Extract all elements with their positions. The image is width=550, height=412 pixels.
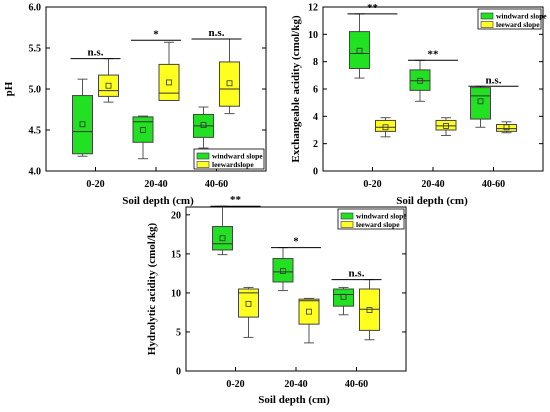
legend-swatch	[340, 212, 354, 220]
x-tick-label: 0-20	[86, 179, 104, 190]
legend-swatch	[480, 21, 494, 28]
legend-label: leeward slope	[356, 220, 400, 229]
legend-box	[337, 208, 405, 230]
significance-label: **	[367, 2, 379, 14]
x-tick-label: 20-40	[284, 379, 307, 390]
mean-marker	[200, 122, 207, 128]
y-tick-label: 6.0	[29, 3, 42, 14]
box	[98, 74, 119, 97]
box	[349, 31, 370, 70]
box	[212, 226, 233, 251]
box	[470, 87, 491, 120]
y-axis-title: pH	[3, 81, 15, 96]
y-tick-label: 2	[313, 139, 318, 150]
mean-marker	[356, 47, 363, 54]
box	[496, 124, 517, 132]
legend-box	[193, 148, 265, 170]
legend-label: leewardslope	[212, 160, 254, 169]
legend-label: windward slope	[212, 152, 263, 161]
box	[238, 288, 259, 318]
y-tick-label: 4.0	[29, 167, 42, 178]
significance-label: n.s.	[209, 27, 225, 39]
significance-label: **	[428, 48, 440, 60]
x-tick-label: 0-20	[226, 379, 244, 390]
y-tick-label: 10	[171, 288, 181, 299]
x-tick-label: 40-60	[205, 179, 228, 190]
x-axis-title: Soil depth (cm)	[258, 394, 330, 406]
y-axis-title: Hydrolytic acidity (cmol/kg)	[146, 222, 158, 355]
legend-label: leeward slope	[496, 20, 540, 29]
y-axis-title: Exchangeable acidity (cmol/kg)	[290, 15, 302, 163]
significance-label: n.s.	[486, 74, 502, 86]
box	[409, 69, 431, 91]
significance-label: *	[293, 236, 299, 248]
x-tick-label: 0-20	[363, 179, 381, 190]
box	[333, 288, 354, 307]
mean-marker	[443, 123, 449, 129]
ph-panel: 4.0 4.5 5.0 5.5 6.0 0-20 20-40 40-60 Soil depth …	[3, 3, 267, 207]
y-tick-label: 12	[308, 3, 318, 14]
mean-marker	[306, 308, 312, 315]
mean-marker	[245, 300, 252, 307]
mean-marker	[366, 307, 373, 313]
legend-box	[477, 8, 542, 30]
x-tick-label: 20-40	[144, 179, 167, 190]
y-tick-label: 10	[308, 30, 318, 41]
legend-swatch	[196, 152, 210, 160]
box	[132, 116, 154, 143]
mean-marker	[503, 124, 510, 131]
legend-label: windward slope	[356, 212, 407, 221]
y-tick-label: 20	[171, 210, 181, 221]
exchangeable-acidity-panel: 0 2 4 6 8 10 12 0-20 20-40 40-60 Soil depth (cm) Ex…	[290, 2, 547, 207]
box	[272, 258, 294, 283]
mean-marker	[105, 82, 112, 89]
y-tick-label: 15	[171, 249, 181, 260]
box	[219, 61, 240, 107]
x-axis-title: Soil depth (cm)	[396, 195, 468, 207]
mean-marker	[280, 268, 286, 274]
y-tick-label: 5.0	[29, 85, 42, 96]
mean-marker	[382, 124, 389, 131]
mean-marker	[417, 77, 423, 84]
y-tick-label: 6	[313, 85, 318, 96]
box	[158, 63, 180, 101]
mean-marker	[166, 79, 172, 86]
mean-marker	[340, 293, 347, 300]
y-tick-label: 4	[313, 112, 318, 123]
y-tick-label: 5.5	[29, 44, 42, 55]
box	[72, 95, 93, 155]
mean-marker	[219, 235, 226, 242]
x-axis-title: Soil depth (cm)	[122, 195, 194, 207]
x-tick-label: 40-60	[482, 179, 505, 190]
y-tick-label: 8	[313, 57, 318, 68]
mean-marker	[79, 121, 86, 128]
mean-marker	[140, 127, 146, 133]
significance-label: *	[153, 28, 159, 40]
x-tick-label: 20-40	[421, 179, 444, 190]
hydrolytic-acidity-panel: 0 5 10 15 20 0-20 20-40 40-60 Soil depth (cm) Hyd…	[146, 194, 407, 406]
legend-label: windward slope	[496, 12, 547, 21]
x-tick-label: 40-60	[345, 379, 368, 390]
box	[298, 298, 320, 325]
y-tick-label: 0	[313, 167, 318, 178]
y-tick-label: 0	[176, 367, 181, 378]
mean-marker	[226, 80, 233, 87]
significance-label: **	[230, 194, 242, 206]
significance-label: n.s.	[88, 47, 104, 59]
mean-marker	[477, 98, 484, 105]
y-tick-label: 5	[176, 327, 181, 338]
legend-swatch	[480, 12, 494, 20]
legend-swatch	[340, 221, 354, 228]
legend-swatch	[196, 161, 210, 168]
box	[375, 119, 396, 132]
box	[435, 119, 457, 131]
significance-label: n.s.	[349, 268, 365, 280]
y-tick-label: 4.5	[29, 126, 42, 137]
